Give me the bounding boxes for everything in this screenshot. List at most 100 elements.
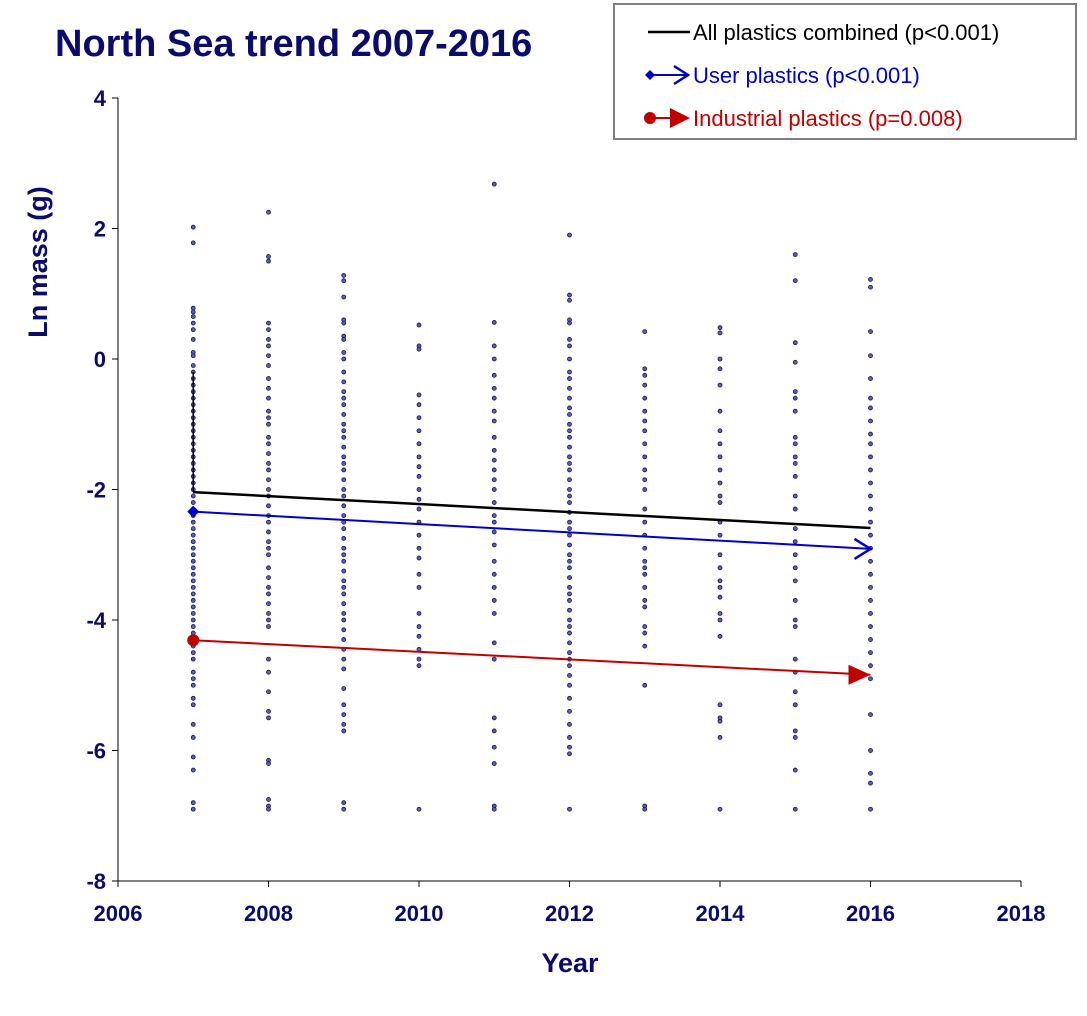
data-point bbox=[341, 395, 347, 401]
data-point bbox=[266, 441, 271, 447]
data-point bbox=[717, 611, 723, 616]
data-point bbox=[642, 565, 648, 571]
data-point bbox=[341, 389, 347, 395]
data-point bbox=[567, 292, 572, 298]
x-tick-label: 2016 bbox=[846, 901, 895, 926]
data-point bbox=[416, 322, 422, 328]
data-point bbox=[190, 806, 196, 812]
data-point bbox=[190, 591, 196, 597]
data-point bbox=[341, 467, 347, 473]
data-point bbox=[567, 343, 572, 349]
x-tick-label: 2014 bbox=[696, 901, 746, 926]
data-point bbox=[416, 346, 422, 352]
data-point bbox=[868, 598, 873, 603]
data-point bbox=[868, 519, 873, 525]
data-point bbox=[868, 353, 873, 359]
data-point bbox=[567, 565, 572, 571]
data-point bbox=[266, 575, 271, 580]
data-point bbox=[868, 571, 873, 577]
data-point bbox=[792, 552, 798, 558]
data-point bbox=[190, 558, 196, 564]
data-point bbox=[717, 454, 723, 460]
data-point bbox=[642, 366, 648, 372]
data-point bbox=[792, 493, 798, 499]
data-point bbox=[717, 552, 723, 558]
data-point bbox=[266, 415, 271, 421]
data-point bbox=[266, 689, 271, 695]
data-point bbox=[266, 467, 271, 473]
data-point bbox=[416, 441, 422, 447]
data-point bbox=[190, 624, 196, 629]
data-point bbox=[341, 552, 347, 558]
data-point bbox=[491, 343, 497, 349]
data-point bbox=[868, 506, 873, 512]
data-point bbox=[266, 487, 271, 492]
x-tick-label: 2018 bbox=[997, 901, 1046, 926]
data-point bbox=[341, 493, 347, 499]
trend-line-user bbox=[193, 510, 871, 550]
data-point bbox=[190, 650, 196, 656]
data-point bbox=[642, 604, 648, 610]
data-point bbox=[190, 800, 196, 806]
data-point bbox=[341, 402, 347, 408]
data-point bbox=[190, 519, 196, 525]
data-point bbox=[266, 327, 271, 333]
data-point bbox=[416, 487, 422, 492]
data-point bbox=[642, 806, 648, 812]
data-point bbox=[190, 598, 196, 603]
data-point bbox=[567, 640, 572, 646]
data-point bbox=[567, 695, 572, 701]
data-point bbox=[491, 320, 497, 325]
data-point bbox=[567, 806, 572, 812]
data-point bbox=[491, 418, 497, 424]
data-point bbox=[717, 325, 723, 331]
data-point bbox=[792, 474, 798, 479]
data-point bbox=[868, 532, 873, 538]
data-point bbox=[190, 656, 196, 662]
data-point bbox=[190, 224, 196, 230]
data-point bbox=[717, 500, 723, 505]
data-point bbox=[491, 529, 497, 535]
data-point bbox=[491, 395, 497, 401]
data-point bbox=[567, 412, 572, 417]
data-point bbox=[642, 467, 648, 473]
data-point bbox=[717, 428, 723, 434]
data-point bbox=[792, 278, 798, 284]
data-point bbox=[642, 382, 648, 388]
data-point bbox=[491, 571, 497, 577]
data-point bbox=[491, 181, 497, 187]
y-tick-label: -2 bbox=[86, 478, 106, 503]
data-point bbox=[642, 395, 648, 401]
data-point bbox=[868, 780, 873, 786]
data-point bbox=[266, 460, 271, 466]
data-point bbox=[341, 578, 347, 584]
data-point bbox=[567, 337, 572, 342]
data-point bbox=[491, 434, 497, 440]
data-point bbox=[567, 598, 572, 603]
data-point bbox=[868, 650, 873, 656]
data-point bbox=[717, 441, 723, 447]
data-point bbox=[491, 611, 497, 616]
data-point bbox=[266, 611, 271, 616]
data-point bbox=[341, 444, 347, 450]
data-point bbox=[717, 532, 723, 538]
data-point bbox=[868, 493, 873, 499]
y-tick-label: 0 bbox=[94, 347, 106, 372]
data-point bbox=[491, 513, 497, 518]
chart-title: North Sea trend 2007-2016 bbox=[55, 23, 532, 65]
data-point bbox=[642, 454, 648, 460]
data-point bbox=[567, 385, 572, 391]
data-point bbox=[190, 571, 196, 577]
data-point bbox=[416, 474, 422, 479]
data-point bbox=[642, 682, 648, 688]
data-point bbox=[642, 598, 648, 603]
data-point bbox=[642, 428, 648, 434]
data-point bbox=[567, 532, 572, 538]
data-point bbox=[341, 294, 347, 300]
trend-line-all bbox=[193, 490, 871, 530]
y-tick-label: 4 bbox=[94, 86, 107, 111]
data-point bbox=[341, 350, 347, 355]
data-point bbox=[341, 460, 347, 466]
data-point bbox=[792, 441, 798, 447]
data-point bbox=[567, 682, 572, 688]
